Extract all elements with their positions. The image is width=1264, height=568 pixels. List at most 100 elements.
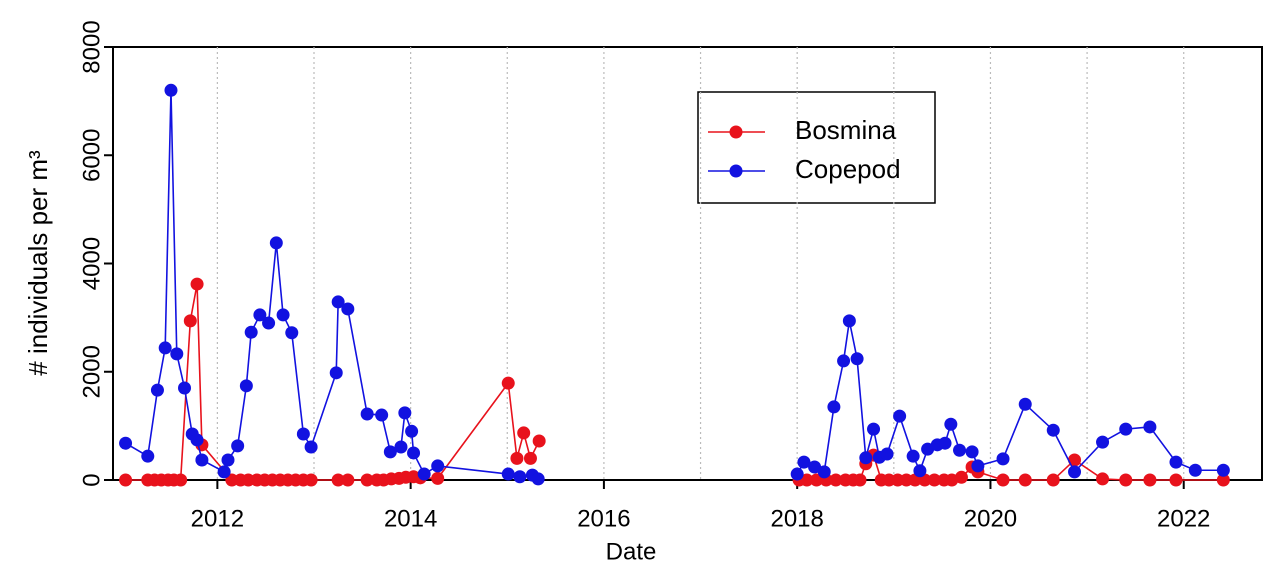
data-point	[244, 325, 258, 339]
data-point	[1143, 420, 1157, 434]
data-point	[217, 465, 231, 479]
data-point	[1068, 465, 1082, 479]
data-point	[913, 464, 927, 478]
data-point	[119, 436, 133, 450]
data-point	[431, 471, 445, 485]
series-line	[796, 320, 1224, 475]
data-point	[331, 295, 345, 309]
x-tick-label: 2016	[577, 505, 630, 532]
data-point	[329, 366, 343, 380]
data-point	[953, 443, 967, 457]
data-point	[906, 449, 920, 463]
data-point	[119, 473, 133, 487]
legend-box	[697, 91, 936, 204]
data-point	[893, 409, 907, 423]
data-point	[1096, 435, 1110, 449]
data-point	[1188, 463, 1202, 477]
data-point	[1046, 423, 1060, 437]
legend-label: Copepod	[795, 154, 901, 184]
data-point	[510, 451, 524, 465]
data-point	[842, 314, 856, 328]
legend-marker	[729, 125, 743, 139]
data-point	[1216, 463, 1230, 477]
y-tick-label: 4000	[78, 237, 105, 290]
data-point	[790, 467, 804, 481]
data-point	[174, 473, 188, 487]
data-point	[532, 434, 546, 448]
data-point	[853, 473, 867, 487]
data-point	[837, 354, 851, 368]
data-point	[867, 422, 881, 436]
data-point	[810, 473, 824, 487]
data-point	[269, 236, 283, 250]
data-point	[859, 451, 873, 465]
data-point	[417, 467, 431, 481]
y-tick-label: 2000	[78, 345, 105, 398]
data-point	[1216, 473, 1230, 487]
data-point	[341, 473, 355, 487]
data-point	[170, 347, 184, 361]
data-point	[190, 277, 204, 291]
data-point	[921, 442, 935, 456]
data-point	[523, 451, 537, 465]
data-point	[239, 379, 253, 393]
series-line	[125, 90, 539, 480]
legend-marker	[729, 164, 743, 178]
data-point	[405, 424, 419, 438]
data-point	[341, 302, 355, 316]
data-point	[1119, 422, 1133, 436]
data-point	[285, 326, 299, 340]
y-axis-label: # individuals per m³	[23, 150, 53, 376]
data-point	[1169, 455, 1183, 469]
data-point	[262, 316, 276, 330]
x-tick-label: 2018	[770, 505, 823, 532]
data-point	[178, 381, 192, 395]
data-point	[1119, 473, 1133, 487]
data-point	[531, 472, 545, 486]
data-point	[304, 473, 318, 487]
data-point	[1018, 473, 1032, 487]
data-point	[938, 436, 952, 450]
data-point	[296, 427, 310, 441]
data-point	[431, 459, 445, 473]
data-point	[797, 455, 811, 469]
data-point	[954, 470, 968, 484]
data-point	[190, 433, 204, 447]
data-point	[944, 417, 958, 431]
data-point	[360, 473, 374, 487]
x-tick-label: 2022	[1157, 505, 1210, 532]
x-tick-label: 2012	[191, 505, 244, 532]
data-point	[407, 446, 421, 460]
data-point	[850, 352, 864, 366]
data-point	[375, 408, 389, 422]
data-point	[221, 453, 235, 467]
data-point	[276, 308, 290, 322]
data-point	[808, 460, 822, 474]
data-point	[829, 473, 843, 487]
y-tick-label: 0	[78, 473, 105, 486]
data-point	[501, 376, 515, 390]
data-point	[164, 83, 178, 97]
data-point	[827, 400, 841, 414]
data-point	[1169, 473, 1183, 487]
data-point	[183, 314, 197, 328]
data-point	[880, 447, 894, 461]
data-point	[231, 439, 245, 453]
data-point	[304, 440, 318, 454]
data-point	[800, 473, 814, 487]
data-point	[195, 453, 209, 467]
data-point	[1096, 472, 1110, 486]
data-point	[1143, 473, 1157, 487]
plot-frame	[112, 46, 1263, 481]
data-point	[1068, 453, 1082, 467]
data-point	[927, 473, 941, 487]
data-point	[398, 406, 412, 420]
data-point	[150, 383, 164, 397]
data-point	[360, 407, 374, 421]
y-tick-label: 6000	[78, 129, 105, 182]
data-point	[965, 445, 979, 459]
x-tick-label: 2014	[384, 505, 437, 532]
data-point	[394, 440, 408, 454]
